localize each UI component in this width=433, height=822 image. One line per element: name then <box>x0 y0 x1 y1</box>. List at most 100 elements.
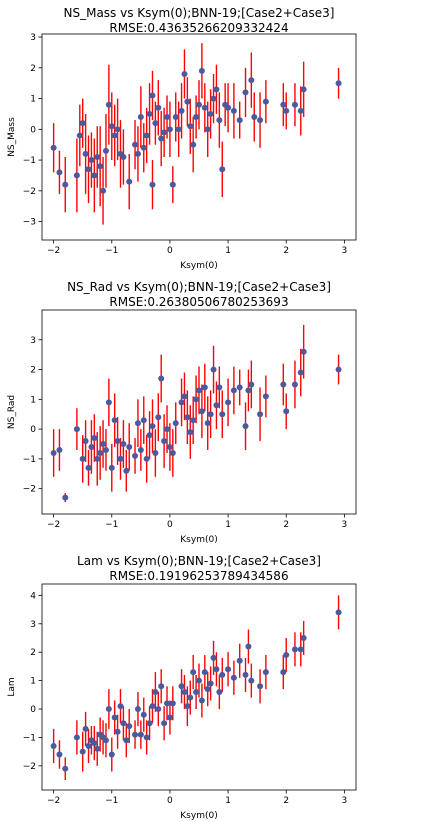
data-point <box>94 455 101 462</box>
data-point <box>210 366 217 373</box>
data-point <box>62 181 69 188</box>
data-point <box>111 714 118 721</box>
chart-title: NS_Rad vs Ksym(0);BNN-19;[Case2+Case3] <box>67 280 331 294</box>
data-point <box>155 706 162 713</box>
data-point <box>207 411 214 418</box>
data-point <box>56 169 63 176</box>
data-point <box>79 455 86 462</box>
data-point <box>123 467 130 474</box>
y-tick-label: 3 <box>30 336 36 346</box>
chart-title: Lam vs Ksym(0);BNN-19;[Case2+Case3] <box>77 554 321 568</box>
data-point <box>300 348 307 355</box>
data-point <box>50 742 57 749</box>
data-point <box>126 178 133 185</box>
plot-frame <box>41 583 357 791</box>
data-point <box>201 104 208 111</box>
data-point <box>169 449 176 456</box>
x-axis-label: Ksym(0) <box>180 811 217 821</box>
data-point <box>146 432 153 439</box>
y-tick-label: −2 <box>23 187 36 197</box>
data-point <box>132 141 139 148</box>
x-tick-label: 2 <box>283 520 289 530</box>
data-point <box>248 381 255 388</box>
data-point <box>126 443 133 450</box>
data-point <box>297 369 304 376</box>
data-point <box>102 147 109 154</box>
y-tick-label: 2 <box>30 366 36 376</box>
chart-panel-1: NS_Mass vs Ksym(0);BNN-19;[Case2+Case3]R… <box>7 6 357 271</box>
data-point <box>257 683 264 690</box>
data-point <box>85 166 92 173</box>
x-tick-label: −2 <box>47 246 60 256</box>
plot-frame <box>41 33 357 241</box>
data-point <box>164 700 171 707</box>
y-tick-label: 4 <box>30 591 36 601</box>
data-point <box>230 107 237 114</box>
data-point <box>196 387 202 394</box>
data-point <box>251 114 258 121</box>
y-tick-label: 3 <box>30 33 36 43</box>
data-point <box>291 381 298 388</box>
data-point <box>213 666 220 673</box>
data-point <box>149 703 156 710</box>
data-point <box>181 393 188 400</box>
y-tick-label: 3 <box>30 620 36 630</box>
data-point <box>76 132 83 139</box>
data-point <box>100 441 107 448</box>
data-point <box>91 435 98 442</box>
data-point <box>50 144 57 151</box>
y-tick-label: 0 <box>30 425 36 435</box>
data-point <box>73 426 80 433</box>
x-tick-label: 0 <box>167 796 173 806</box>
data-point <box>140 711 147 718</box>
data-point <box>236 117 243 124</box>
x-tick-label: 2 <box>283 246 289 256</box>
chart-subtitle: RMSE:0.43635266209332424 <box>109 21 288 35</box>
data-point <box>161 720 168 727</box>
data-point <box>158 683 165 690</box>
data-point <box>198 67 205 74</box>
data-point <box>94 153 101 160</box>
data-point <box>82 150 89 157</box>
data-point <box>126 723 133 730</box>
y-axis-label: Lam <box>7 677 17 696</box>
data-point <box>152 120 159 127</box>
data-point <box>225 399 232 406</box>
data-point <box>210 654 217 661</box>
data-point <box>137 731 144 738</box>
data-point <box>280 101 287 108</box>
x-tick-label: −2 <box>47 520 60 530</box>
data-point <box>262 669 269 676</box>
chart-title: NS_Mass vs Ksym(0);BNN-19;[Case2+Case3] <box>64 6 335 20</box>
data-point <box>155 414 162 421</box>
data-point <box>242 89 249 96</box>
data-point <box>184 414 191 421</box>
data-point <box>149 181 156 188</box>
data-point <box>210 95 217 102</box>
x-tick-label: 0 <box>167 520 173 530</box>
data-point <box>164 426 171 433</box>
data-point <box>120 720 127 727</box>
data-point <box>172 420 179 427</box>
y-axis-label: NS_Rad <box>7 395 17 429</box>
x-axis-label: Ksym(0) <box>180 261 217 271</box>
data-point <box>94 745 101 752</box>
data-point <box>204 420 211 427</box>
data-point <box>178 107 185 114</box>
data-point <box>143 734 150 741</box>
y-tick-label: 0 <box>30 705 36 715</box>
data-point <box>149 423 156 430</box>
data-point <box>166 714 173 721</box>
data-point <box>300 634 307 641</box>
data-point <box>178 683 185 690</box>
data-point <box>245 643 252 650</box>
x-tick-label: 0 <box>167 246 173 256</box>
data-point <box>280 381 287 388</box>
x-tick-label: 1 <box>225 796 231 806</box>
data-point <box>248 677 255 684</box>
data-point <box>155 104 162 111</box>
data-point <box>85 464 92 471</box>
data-point <box>335 80 342 87</box>
data-point <box>105 101 112 108</box>
data-point <box>137 446 144 453</box>
